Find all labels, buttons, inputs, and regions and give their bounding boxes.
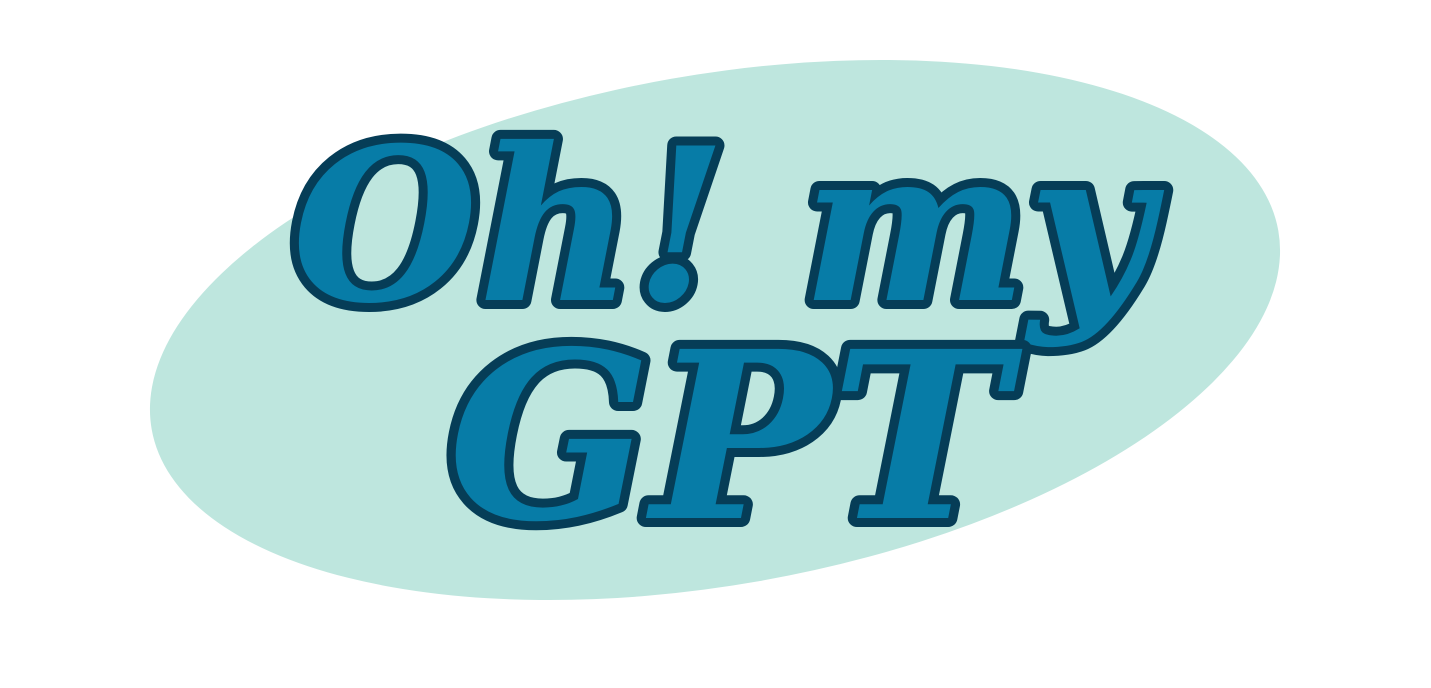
logo-text-line-2: GPT	[448, 300, 1023, 573]
logo-text-line-1: Oh! my	[292, 101, 1165, 350]
background-ellipse	[149, 59, 1281, 601]
